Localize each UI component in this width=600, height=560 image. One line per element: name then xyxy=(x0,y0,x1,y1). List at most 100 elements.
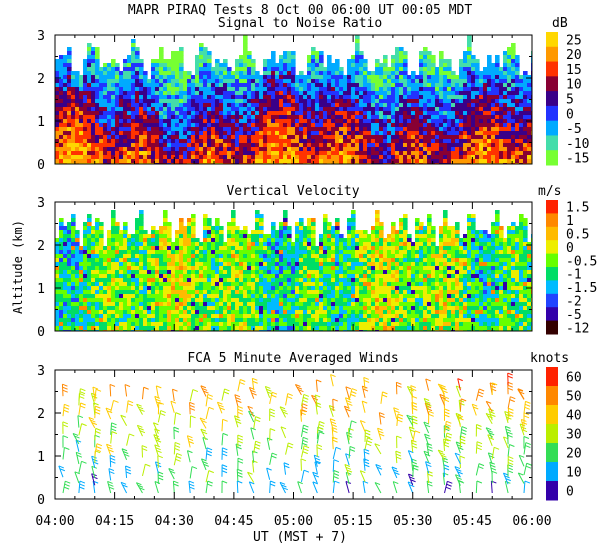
heatmap-cell xyxy=(83,143,88,148)
heatmap-cell xyxy=(119,298,124,303)
heatmap-cell xyxy=(467,159,472,164)
heatmap-cell xyxy=(163,151,168,156)
heatmap-cell xyxy=(235,123,240,128)
heatmap-cell xyxy=(95,318,100,323)
heatmap-cell xyxy=(83,222,88,227)
heatmap-cell xyxy=(243,286,248,291)
heatmap-cell xyxy=(55,75,60,80)
heatmap-cell xyxy=(55,159,60,164)
heatmap-cell xyxy=(143,302,148,307)
heatmap-cell xyxy=(143,266,148,271)
heatmap-cell xyxy=(515,139,520,144)
heatmap-cell xyxy=(131,87,136,92)
heatmap-cell xyxy=(191,159,196,164)
heatmap-cell xyxy=(183,306,188,311)
heatmap-cell xyxy=(275,115,280,120)
heatmap-cell xyxy=(163,131,168,136)
heatmap-cell xyxy=(227,322,232,327)
heatmap-cell xyxy=(383,71,388,76)
heatmap-cell xyxy=(187,246,192,251)
heatmap-cell xyxy=(283,79,288,84)
heatmap-cell xyxy=(175,302,180,307)
heatmap-cell xyxy=(279,314,284,319)
heatmap-cell xyxy=(163,326,168,331)
heatmap-cell xyxy=(67,63,72,68)
heatmap-cell xyxy=(463,111,468,116)
heatmap-cell xyxy=(255,290,260,295)
heatmap-cell xyxy=(267,290,272,295)
heatmap-cell xyxy=(175,242,180,247)
heatmap-cell xyxy=(211,318,216,323)
heatmap-cell xyxy=(371,135,376,140)
heatmap-cell xyxy=(523,87,528,92)
heatmap-cell xyxy=(95,322,100,327)
heatmap-cell xyxy=(203,238,208,243)
heatmap-cell xyxy=(359,111,364,116)
heatmap-cell xyxy=(167,242,172,247)
heatmap-cell xyxy=(187,262,192,267)
heatmap-cell xyxy=(175,123,180,128)
heatmap-cell xyxy=(263,306,268,311)
heatmap-cell xyxy=(471,99,476,104)
heatmap-cell xyxy=(203,103,208,108)
heatmap-cell xyxy=(131,91,136,96)
heatmap-cell xyxy=(87,270,92,275)
heatmap-cell xyxy=(451,111,456,116)
heatmap-cell xyxy=(423,123,428,128)
heatmap-cell xyxy=(59,75,64,80)
heatmap-cell xyxy=(207,119,212,124)
heatmap-cell xyxy=(107,282,112,287)
heatmap-cell xyxy=(315,107,320,112)
heatmap-cell xyxy=(459,67,464,72)
heatmap-cell xyxy=(291,306,296,311)
heatmap-cell xyxy=(75,234,80,239)
heatmap-cell xyxy=(199,147,204,152)
heatmap-cell xyxy=(463,55,468,60)
heatmap-cell xyxy=(283,218,288,223)
heatmap-cell xyxy=(107,119,112,124)
heatmap-cell xyxy=(103,159,108,164)
heatmap-cell xyxy=(235,63,240,68)
heatmap-cell xyxy=(239,147,244,152)
heatmap-cell xyxy=(215,238,220,243)
heatmap-cell xyxy=(163,139,168,144)
heatmap-cell xyxy=(511,87,516,92)
heatmap-cell xyxy=(135,79,140,84)
heatmap-cell xyxy=(319,115,324,120)
heatmap-cell xyxy=(495,95,500,100)
heatmap-cell xyxy=(291,242,296,247)
colorbar-swatch xyxy=(546,105,558,122)
heatmap-cell xyxy=(387,115,392,120)
heatmap-cell xyxy=(315,103,320,108)
heatmap-cell xyxy=(503,127,508,132)
heatmap-cell xyxy=(227,119,232,124)
heatmap-cell xyxy=(259,226,264,231)
heatmap-cell xyxy=(247,143,252,148)
heatmap-cell xyxy=(251,115,256,120)
heatmap-cell xyxy=(459,107,464,112)
heatmap-cell xyxy=(287,143,292,148)
heatmap-cell xyxy=(135,218,140,223)
heatmap-cell xyxy=(75,79,80,84)
heatmap-cell xyxy=(523,83,528,88)
heatmap-cell xyxy=(463,59,468,64)
heatmap-cell xyxy=(83,147,88,152)
heatmap-cell xyxy=(187,131,192,136)
heatmap-cell xyxy=(231,159,236,164)
heatmap-cell xyxy=(295,123,300,128)
heatmap-cell xyxy=(263,250,268,255)
heatmap-cell xyxy=(423,63,428,68)
heatmap-cell xyxy=(239,99,244,104)
heatmap-cell xyxy=(63,59,68,64)
heatmap-cell xyxy=(283,234,288,239)
heatmap-cell xyxy=(243,155,248,160)
heatmap-cell xyxy=(439,71,444,76)
heatmap-cell xyxy=(423,91,428,96)
heatmap-cell xyxy=(243,254,248,259)
heatmap-cell xyxy=(355,35,360,40)
heatmap-cell xyxy=(59,298,64,303)
heatmap-cell xyxy=(215,254,220,259)
heatmap-cell xyxy=(131,55,136,60)
heatmap-cell xyxy=(179,310,184,315)
heatmap-cell xyxy=(435,115,440,120)
